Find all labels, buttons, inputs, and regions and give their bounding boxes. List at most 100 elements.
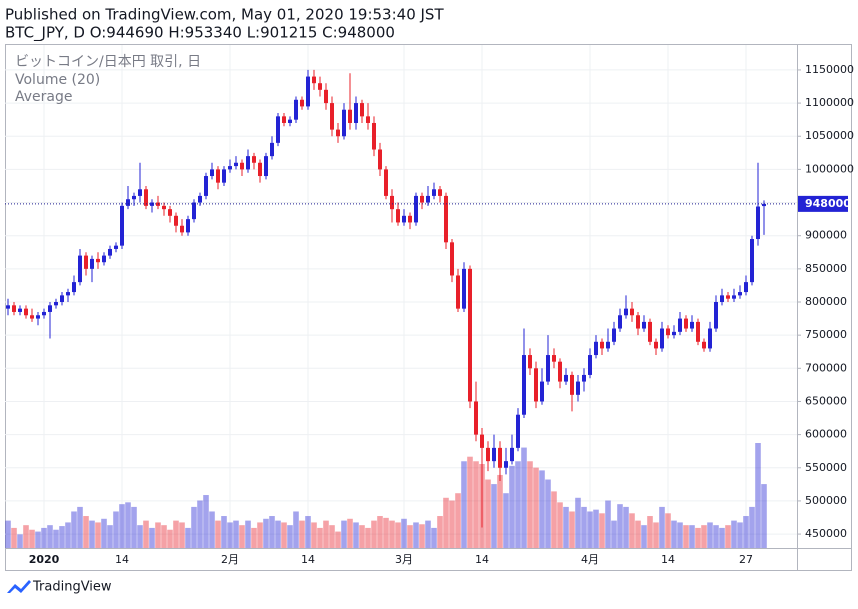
legend-symbol: ビットコイン/日本円 取引, 日: [15, 54, 201, 70]
candle-body: [648, 321, 652, 342]
axes: 450000 500000 550000 600000 650000 700000 7500…: [5, 63, 854, 566]
volume-bar: [563, 506, 569, 548]
candle-body: [504, 461, 508, 468]
volume-bar: [527, 461, 533, 548]
candle-body: [546, 355, 550, 382]
candle-body: [30, 315, 34, 319]
volume-bar: [317, 527, 323, 548]
volume-bar: [137, 525, 143, 548]
volume-bar: [293, 511, 299, 548]
x-tick-label: 14: [115, 553, 129, 566]
candle-body: [372, 122, 376, 150]
x-tick-label: 14: [661, 553, 675, 566]
volume-bar: [101, 518, 107, 548]
volume-bar: [707, 522, 713, 548]
volume-bar: [353, 522, 359, 548]
candle-body: [534, 368, 538, 402]
y-tick-label: 550000: [805, 461, 847, 474]
candle-body: [42, 311, 46, 316]
volume-bar: [413, 522, 419, 548]
volume-bar: [719, 527, 725, 548]
y-tick-label: 750000: [805, 328, 847, 341]
volume-bar: [629, 513, 635, 548]
candle-body: [594, 341, 598, 356]
candle-body: [420, 195, 424, 203]
candle-body: [342, 109, 346, 137]
volume-bar: [701, 525, 707, 548]
volume-bar: [497, 474, 503, 548]
volume-bar: [239, 525, 245, 548]
candle-body: [12, 305, 16, 312]
candle-body: [216, 169, 220, 183]
volume-bar: [599, 513, 605, 548]
volume-bar: [191, 506, 197, 548]
candle-body: [576, 381, 580, 395]
candle-body: [78, 255, 82, 283]
candle-body: [414, 195, 418, 223]
candle-body: [324, 89, 328, 104]
candle-body: [480, 434, 484, 448]
candle-body: [120, 205, 124, 246]
volume-bar: [233, 520, 239, 548]
volume-bar: [371, 520, 377, 548]
y-tick-label: 850000: [805, 262, 847, 275]
volume-bar: [41, 527, 47, 548]
candle-body: [636, 315, 640, 329]
volume-bar: [587, 511, 593, 548]
volume-bar: [305, 516, 311, 548]
volume-bar: [143, 520, 149, 548]
candle-body: [582, 374, 586, 382]
volume-bar: [467, 456, 473, 548]
y-tick-label: 600000: [805, 428, 847, 441]
volume-bar: [455, 493, 461, 548]
volume-bar: [635, 520, 641, 548]
volume-bar: [299, 520, 305, 548]
candle-body: [360, 103, 364, 117]
candle-body: [600, 341, 604, 349]
volume-bar: [503, 493, 509, 548]
volume-bar: [659, 506, 665, 548]
y-tick-label: 1000000: [805, 162, 854, 175]
candle-body: [426, 195, 430, 203]
candle-body: [102, 255, 106, 263]
candle-body: [54, 302, 58, 306]
x-tick-label: 3月: [395, 553, 413, 566]
volume-bar: [251, 527, 257, 548]
volume-bar: [47, 525, 53, 548]
volume-bar: [329, 525, 335, 548]
published-line: Published on TradingView.com, May 01, 20…: [5, 6, 444, 24]
volume-bar: [77, 506, 83, 548]
candle-body: [288, 119, 292, 123]
candle-body: [306, 76, 310, 107]
candle-body: [402, 215, 406, 223]
volume-bar: [437, 516, 443, 548]
candle-body: [168, 209, 172, 216]
volume-bar: [647, 516, 653, 548]
volume-bar: [545, 479, 551, 548]
volume-bar: [167, 529, 173, 548]
volume-bar: [209, 511, 215, 548]
candle-body: [108, 248, 112, 256]
y-tick-label: 900000: [805, 229, 847, 242]
x-tick-label: 4月: [581, 553, 599, 566]
volume-bar: [377, 516, 383, 548]
volume-bar: [671, 520, 677, 548]
volume-bar: [743, 516, 749, 548]
candle-body: [618, 315, 622, 329]
candle-body: [378, 149, 382, 170]
candle-body: [270, 142, 274, 157]
volume-bar: [95, 522, 101, 548]
volume-bar: [449, 500, 455, 548]
candle-body: [558, 361, 562, 382]
candle-body: [738, 292, 742, 296]
candle-body: [672, 331, 676, 336]
volume-bar: [341, 520, 347, 548]
volume-bar: [623, 506, 629, 548]
volume-bar: [83, 516, 89, 548]
candle-body: [492, 447, 496, 462]
volume-bar: [491, 484, 497, 548]
candle-body: [744, 282, 748, 293]
volume-bar: [221, 516, 227, 548]
volume-bar: [173, 520, 179, 548]
volume-bar: [161, 525, 167, 548]
